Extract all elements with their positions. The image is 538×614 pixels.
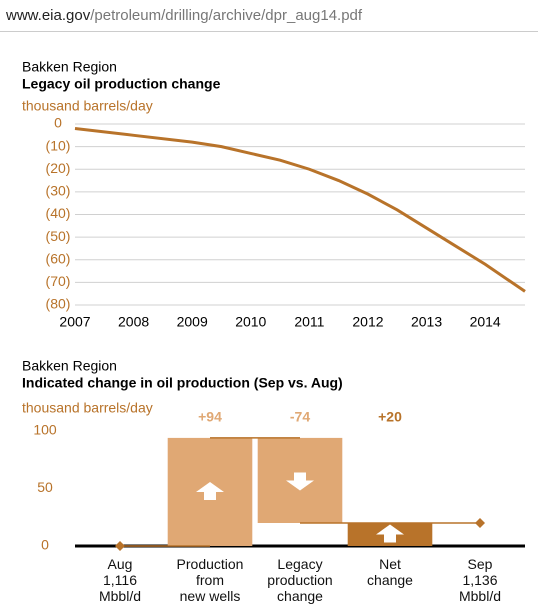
x-tick-label: Net change (367, 556, 413, 588)
data-line (74, 127, 526, 293)
y-tick-label: (20) (46, 160, 71, 176)
x-tick-label: Aug 1,116 Mbbl/d (98, 556, 142, 604)
x-tick-label: 2014 (470, 314, 501, 330)
unit-label: thousand barrels/day (22, 98, 153, 114)
x-tick-label: 2013 (411, 314, 442, 330)
chart-title: Legacy oil production change (22, 76, 221, 92)
y-tick-label: (60) (46, 250, 71, 266)
x-tick-label: 2011 (294, 314, 324, 330)
region: Bakken Region (22, 358, 117, 374)
y-tick-label: (10) (46, 137, 71, 153)
x-tick-label: Sep 1,136 Mbbl/d (458, 556, 502, 604)
value-label: -74 (290, 409, 310, 425)
y-tick-label: (70) (46, 273, 71, 289)
x-tick-label: 2009 (177, 314, 208, 330)
arrow-icon (376, 524, 404, 543)
chart-title: Indicated change in oil production (Sep … (22, 375, 343, 391)
arrow-icon (196, 481, 224, 500)
url-path: /petroleum/drilling/archive/dpr_aug14.pd… (90, 7, 363, 24)
y-tick-label: (40) (46, 205, 71, 221)
unit-label: thousand barrels/day (22, 400, 153, 416)
y-tick-label: (50) (46, 228, 71, 244)
x-tick-label: 2007 (59, 314, 90, 330)
value-label: +94 (198, 409, 222, 425)
y-tick-label: 50 (37, 479, 53, 495)
address-bar[interactable]: www.eia.gov/petroleum/drilling/archive/d… (0, 0, 538, 32)
arrow-icon (286, 472, 314, 491)
region: Bakken Region (22, 59, 117, 75)
y-tick-label: 0 (54, 115, 62, 131)
url-host: www.eia.gov (6, 7, 91, 24)
y-tick-label: (30) (46, 183, 71, 199)
y-tick-label: 0 (41, 537, 49, 553)
x-tick-label: Legacy production change (267, 556, 333, 604)
x-tick-label: 2012 (352, 314, 383, 330)
y-tick-label: 100 (33, 422, 57, 438)
y-tick-label: (80) (46, 296, 71, 312)
x-tick-label: Production from new wells (176, 556, 244, 604)
x-tick-label: 2010 (235, 314, 266, 330)
value-label: +20 (378, 409, 402, 425)
x-tick-label: 2008 (118, 314, 149, 330)
